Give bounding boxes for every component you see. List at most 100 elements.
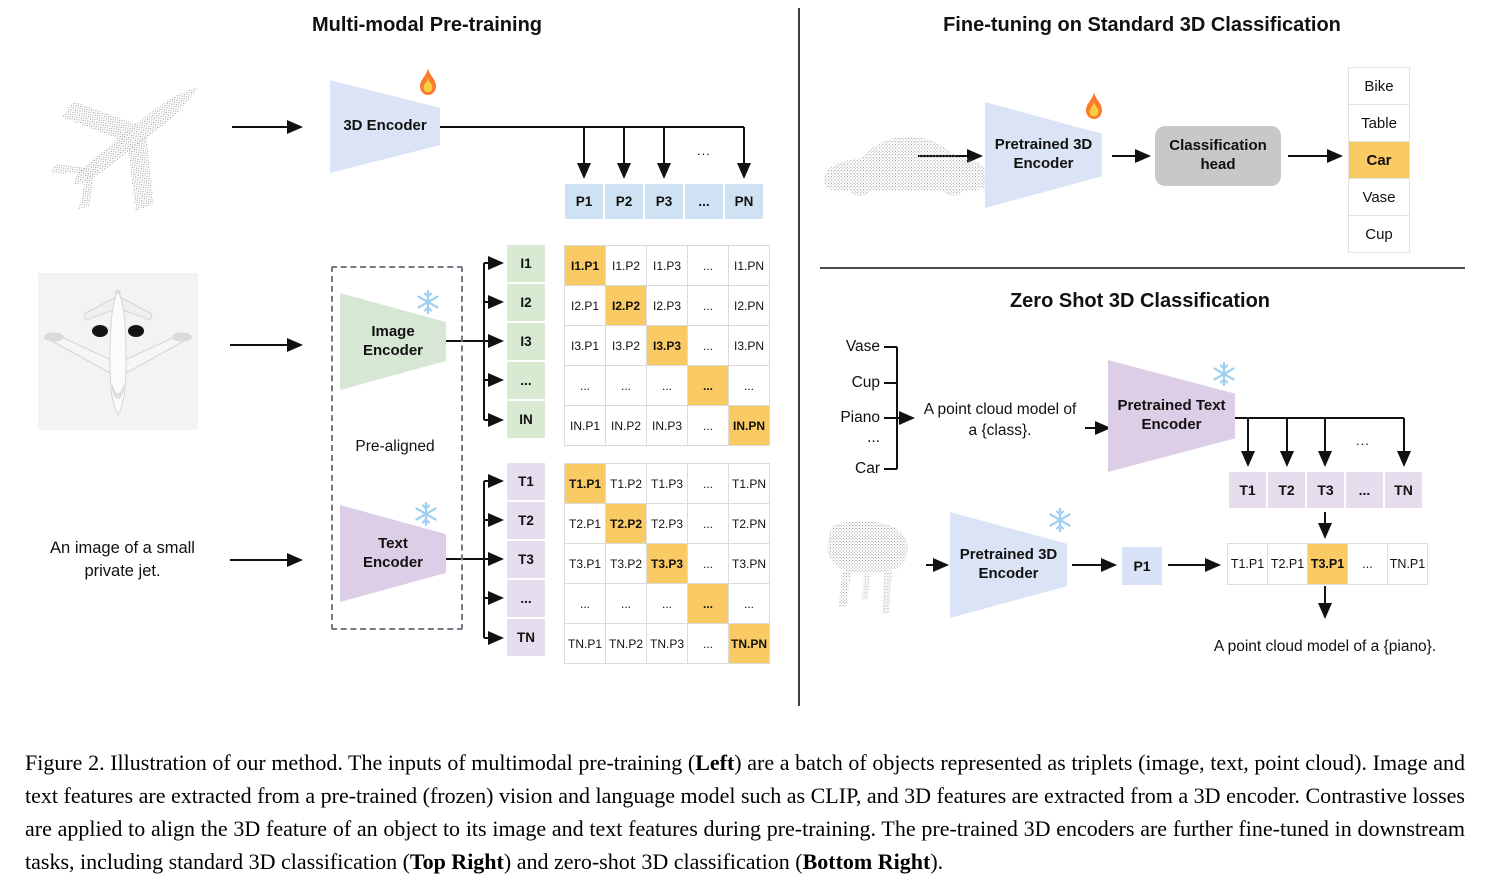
cell: T3 bbox=[507, 541, 545, 578]
caption-segment: Top Right bbox=[409, 849, 504, 874]
matrix-cell: ... bbox=[688, 246, 728, 285]
matrix-cell: I1.P2 bbox=[606, 246, 646, 285]
matrix-cell: ... bbox=[565, 584, 605, 623]
matrix-cell: I2.P1 bbox=[565, 286, 605, 325]
pretrained-3d-encoder-label: Pretrained 3D Encoder bbox=[994, 136, 1093, 172]
matrix-cell: ... bbox=[688, 584, 728, 623]
p-feature-row: P1 P2 P3... PN bbox=[565, 184, 763, 219]
classification-head: Classification head bbox=[1155, 126, 1281, 186]
zs-point-feature-cell: P1 bbox=[1122, 547, 1162, 585]
caption-segment: ) are a batch of objects represented as … bbox=[25, 750, 1465, 874]
matrix-cell: I2.P2 bbox=[606, 286, 646, 325]
matrix-cell: TN.PN bbox=[729, 624, 769, 663]
matrix-cell: I3.PN bbox=[729, 326, 769, 365]
cell: Car bbox=[1348, 141, 1410, 179]
matrix-cell: ... bbox=[688, 406, 728, 445]
matrix-cell: T3.P1 bbox=[565, 544, 605, 583]
airplane-point-cloud bbox=[49, 87, 198, 212]
classification-head-label: Classification head bbox=[1169, 137, 1267, 173]
flame-icon bbox=[420, 68, 436, 95]
matrix-cell: I3.P2 bbox=[606, 326, 646, 365]
caption-segment: ) and zero-shot 3D classification ( bbox=[503, 849, 803, 874]
piano-point-cloud bbox=[827, 520, 908, 614]
cell: P1 bbox=[565, 184, 603, 219]
cell: T1.P1 bbox=[1227, 543, 1268, 585]
matrix-cell: ... bbox=[688, 504, 728, 543]
matrix-cell: IN.PN bbox=[729, 406, 769, 445]
zs-text-feature-row: T1 T2 T3... TN bbox=[1229, 472, 1422, 508]
cell: T2 bbox=[1268, 472, 1305, 508]
matrix-cell: I1.P3 bbox=[647, 246, 687, 285]
snowflake-icon bbox=[1213, 362, 1235, 386]
cell: PN bbox=[725, 184, 763, 219]
matrix-cell: IN.P2 bbox=[606, 406, 646, 445]
pre-aligned-label: Pre-aligned bbox=[355, 438, 435, 455]
cell: TN bbox=[507, 619, 545, 656]
matrix-cell: TN.P2 bbox=[606, 624, 646, 663]
snowflake-icon bbox=[1049, 508, 1071, 532]
pre-aligned-box bbox=[331, 266, 463, 630]
matrix-cell: I3.P3 bbox=[647, 326, 687, 365]
matrix-cell: T3.P3 bbox=[647, 544, 687, 583]
zs-similarity-row: T1.P1 T2.P1 T3.P1... TN.P1 bbox=[1227, 543, 1428, 585]
image-encoder-label: Image Encoder bbox=[362, 322, 423, 359]
caption-segment: ). bbox=[930, 849, 944, 874]
matrix-cell: ... bbox=[688, 544, 728, 583]
cell: T3.P1 bbox=[1307, 543, 1348, 585]
matrix-cell: T2.PN bbox=[729, 504, 769, 543]
ellipsis: ... bbox=[1356, 433, 1370, 448]
pretrain-title: Multi-modal Pre-training bbox=[312, 14, 542, 36]
zeroshot-title: Zero Shot 3D Classification bbox=[1009, 290, 1271, 312]
cell: TN.P1 bbox=[1387, 543, 1428, 585]
matrix-cell: ... bbox=[647, 584, 687, 623]
text-feature-column: T1 T2 T3... TN bbox=[507, 463, 545, 656]
cell: Bike bbox=[1348, 67, 1410, 105]
matrix-cell: T1.P1 bbox=[565, 464, 605, 503]
matrix-cell: ... bbox=[688, 624, 728, 663]
matrix-cell: TN.P1 bbox=[565, 624, 605, 663]
matrix-cell: ... bbox=[606, 584, 646, 623]
zs-class-piano: Piano bbox=[840, 409, 880, 426]
cell: T2.P1 bbox=[1267, 543, 1308, 585]
zs-class-vase: Vase bbox=[845, 338, 880, 355]
zs-class-ellipsis: ... bbox=[867, 429, 880, 446]
flame-icon bbox=[1086, 92, 1102, 119]
text-point-similarity-matrix: T1.P1 T1.P2 T1.P3... T1.PN T2.P1 T2.P2 T2.P3..… bbox=[564, 463, 770, 664]
airplane-image bbox=[38, 273, 198, 430]
snowflake-icon bbox=[417, 290, 439, 314]
cell: ... bbox=[1347, 543, 1388, 585]
cell: I2 bbox=[507, 284, 545, 321]
cell: P3 bbox=[645, 184, 683, 219]
pretrained-3d-encoder-label: Pretrained 3D Encoder bbox=[959, 546, 1058, 582]
image-feature-column: I1 I2 I3... IN bbox=[507, 245, 545, 438]
matrix-cell: T1.P2 bbox=[606, 464, 646, 503]
matrix-cell: ... bbox=[647, 366, 687, 405]
matrix-cell: T1.PN bbox=[729, 464, 769, 503]
zs-result-text: A point cloud model of a {piano}. bbox=[1213, 638, 1437, 655]
car-point-cloud bbox=[823, 136, 986, 196]
matrix-cell: I2.PN bbox=[729, 286, 769, 325]
ellipsis: ... bbox=[697, 143, 711, 158]
connector-lines bbox=[230, 8, 1465, 706]
cell: TN bbox=[1385, 472, 1422, 508]
figure-caption: Figure 2. Illustration of our method. Th… bbox=[25, 746, 1465, 878]
snowflake-icon bbox=[415, 502, 437, 526]
matrix-cell: IN.P1 bbox=[565, 406, 605, 445]
cell: T2 bbox=[507, 502, 545, 539]
matrix-cell: ... bbox=[688, 326, 728, 365]
cell: P2 bbox=[605, 184, 643, 219]
caption-segment: Left bbox=[695, 750, 735, 775]
matrix-cell: ... bbox=[688, 286, 728, 325]
cell: ... bbox=[1346, 472, 1383, 508]
prompt-text: A point cloud model of a {class}. bbox=[923, 401, 1077, 439]
matrix-cell: T2.P1 bbox=[565, 504, 605, 543]
matrix-cell: ... bbox=[729, 584, 769, 623]
zs-class-car: Car bbox=[855, 460, 880, 477]
finetune-title: Fine-tuning on Standard 3D Classificatio… bbox=[943, 14, 1341, 36]
matrix-cell: I1.PN bbox=[729, 246, 769, 285]
matrix-cell: ... bbox=[688, 366, 728, 405]
matrix-cell: TN.P3 bbox=[647, 624, 687, 663]
cell: T1 bbox=[1229, 472, 1266, 508]
matrix-cell: T1.P3 bbox=[647, 464, 687, 503]
